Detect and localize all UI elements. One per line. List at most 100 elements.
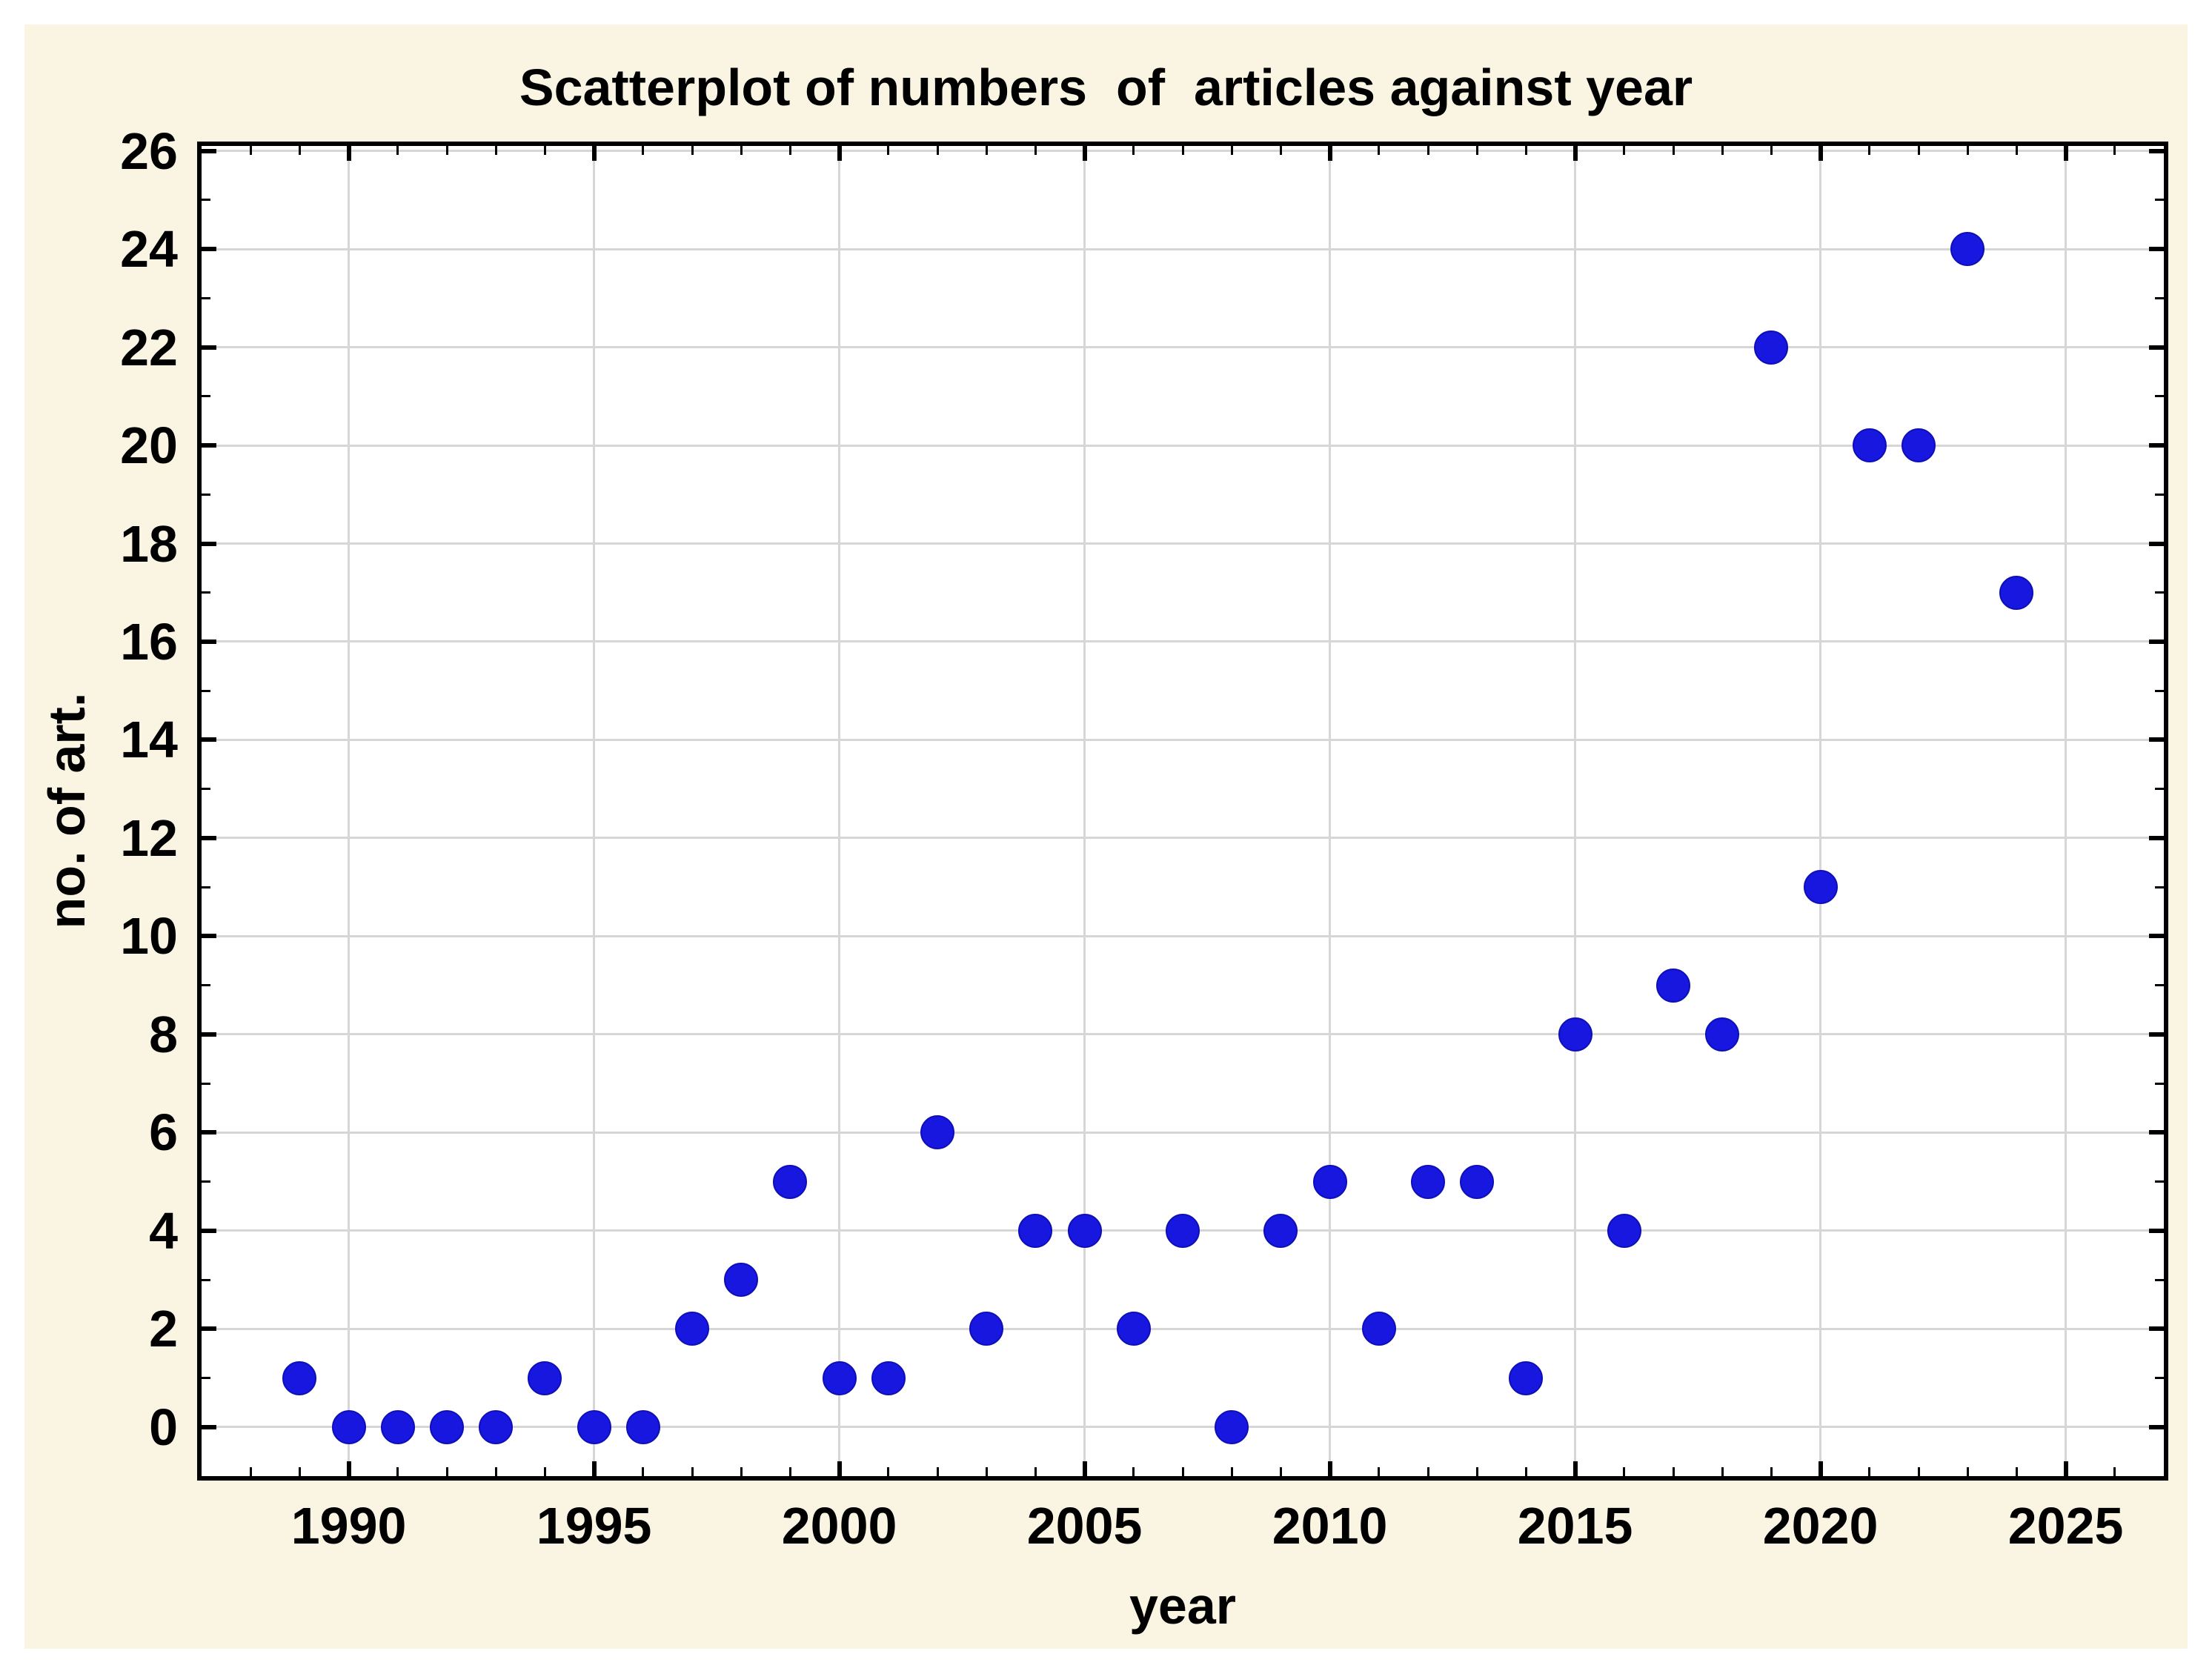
minor-tick-bottom	[543, 1467, 546, 1476]
data-point	[1852, 428, 1887, 463]
minor-tick-top	[1623, 146, 1626, 155]
minor-tick-top	[1378, 146, 1381, 155]
minor-tick-top	[642, 146, 645, 155]
minor-tick-top	[445, 146, 448, 155]
y-tick-label: 20	[120, 416, 178, 475]
data-point	[528, 1361, 562, 1395]
data-point	[1116, 1312, 1151, 1346]
minor-tick-top	[249, 146, 252, 155]
minor-tick-bottom	[740, 1467, 743, 1476]
vertical-gridline	[838, 146, 841, 1476]
minor-tick-right	[2155, 689, 2164, 692]
major-tick-bottom	[1572, 1461, 1578, 1476]
minor-tick-right	[2155, 1082, 2164, 1085]
vertical-gridline	[1329, 146, 1332, 1476]
minor-tick-bottom	[1623, 1467, 1626, 1476]
major-tick-left	[202, 148, 216, 153]
x-tick-label: 1995	[536, 1497, 652, 1555]
major-tick-bottom	[837, 1461, 842, 1476]
minor-tick-bottom	[691, 1467, 694, 1476]
major-tick-right	[2149, 1031, 2164, 1037]
major-tick-bottom	[591, 1461, 597, 1476]
major-tick-top	[2063, 146, 2068, 161]
vertical-gridline	[2065, 146, 2067, 1476]
horizontal-gridline	[202, 640, 2164, 643]
minor-tick-bottom	[1917, 1467, 1920, 1476]
horizontal-gridline	[202, 1131, 2164, 1134]
minor-tick-bottom	[396, 1467, 399, 1476]
minor-tick-top	[1770, 146, 1773, 155]
minor-tick-left	[202, 1278, 210, 1281]
major-tick-top	[837, 146, 842, 161]
data-point	[1166, 1213, 1200, 1248]
minor-tick-left	[202, 493, 210, 496]
data-point	[920, 1115, 954, 1150]
minor-tick-left	[202, 296, 210, 299]
data-point	[625, 1409, 660, 1444]
data-point	[1558, 1017, 1592, 1052]
data-point	[822, 1361, 857, 1395]
major-tick-left	[202, 1424, 216, 1429]
minor-tick-bottom	[642, 1467, 645, 1476]
minor-tick-bottom	[2015, 1467, 2018, 1476]
minor-tick-right	[2155, 1278, 2164, 1281]
major-tick-top	[346, 146, 351, 161]
minor-tick-left	[202, 1082, 210, 1085]
minor-tick-bottom	[887, 1467, 890, 1476]
minor-tick-left	[202, 1377, 210, 1380]
minor-tick-left	[202, 886, 210, 888]
minor-tick-left	[202, 788, 210, 791]
major-tick-left	[202, 934, 216, 939]
minor-tick-right	[2155, 1377, 2164, 1380]
major-tick-top	[1572, 146, 1578, 161]
data-point	[1215, 1409, 1249, 1444]
major-tick-bottom	[1327, 1461, 1332, 1476]
y-tick-label: 2	[149, 1300, 178, 1358]
minor-tick-right	[2155, 1180, 2164, 1183]
minor-tick-top	[1868, 146, 1871, 155]
minor-tick-right	[2155, 199, 2164, 202]
major-tick-left	[202, 835, 216, 840]
major-tick-bottom	[346, 1461, 351, 1476]
y-tick-label: 10	[120, 907, 178, 966]
x-tick-label: 2015	[1517, 1497, 1633, 1555]
minor-tick-bottom	[1672, 1467, 1675, 1476]
vertical-gridline	[1083, 146, 1086, 1476]
y-tick-label: 18	[120, 514, 178, 573]
minor-tick-bottom	[1868, 1467, 1871, 1476]
minor-tick-top	[1917, 146, 1920, 155]
y-tick-label: 14	[120, 711, 178, 769]
minor-tick-top	[788, 146, 791, 155]
horizontal-gridline	[202, 934, 2164, 937]
data-point	[1018, 1213, 1053, 1248]
horizontal-gridline	[202, 444, 2164, 447]
vertical-gridline	[1819, 146, 1822, 1476]
minor-tick-top	[1966, 146, 1969, 155]
minor-tick-top	[1181, 146, 1184, 155]
minor-tick-bottom	[494, 1467, 497, 1476]
minor-tick-top	[1524, 146, 1527, 155]
horizontal-gridline	[202, 837, 2164, 840]
minor-tick-left	[202, 984, 210, 987]
data-point	[1411, 1164, 1445, 1199]
minor-tick-top	[985, 146, 988, 155]
minor-tick-bottom	[1426, 1467, 1429, 1476]
minor-tick-bottom	[1770, 1467, 1773, 1476]
horizontal-gridline	[202, 542, 2164, 545]
horizontal-gridline	[202, 346, 2164, 349]
minor-tick-bottom	[985, 1467, 988, 1476]
major-tick-top	[591, 146, 597, 161]
minor-tick-top	[1721, 146, 1724, 155]
major-tick-right	[2149, 443, 2164, 448]
data-point	[430, 1409, 464, 1444]
minor-tick-right	[2155, 591, 2164, 594]
minor-tick-bottom	[1132, 1467, 1135, 1476]
minor-tick-left	[202, 689, 210, 692]
minor-tick-top	[1230, 146, 1233, 155]
minor-tick-bottom	[1966, 1467, 1969, 1476]
minor-tick-right	[2155, 493, 2164, 496]
minor-tick-top	[2113, 146, 2116, 155]
minor-tick-bottom	[1475, 1467, 1478, 1476]
y-tick-label: 8	[149, 1005, 178, 1063]
